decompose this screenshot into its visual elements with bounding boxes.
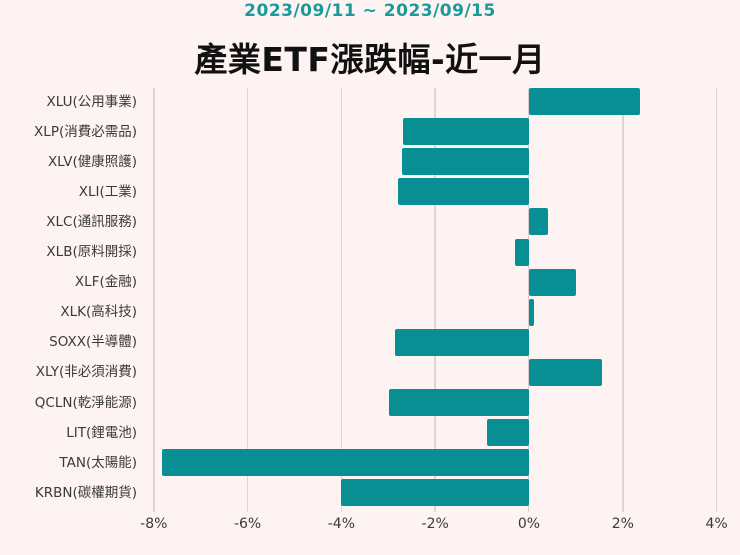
x-tick-label: 2% — [611, 516, 634, 532]
category-label: KRBN(碳權期貨) — [34, 484, 137, 501]
gridline — [434, 88, 436, 512]
bar[interactable] — [389, 389, 529, 416]
gridline — [153, 88, 155, 512]
gridline — [340, 88, 343, 512]
chart-title: 產業ETF漲跌幅-近一月 — [194, 40, 546, 79]
bar[interactable] — [401, 148, 529, 176]
gridline — [528, 88, 530, 512]
bar[interactable] — [486, 419, 529, 447]
x-tick-label: -6% — [233, 516, 262, 532]
category-label: XLC(通訊服務) — [46, 213, 137, 230]
category-label: TAN(太陽能) — [59, 454, 137, 471]
bar[interactable] — [529, 358, 603, 386]
category-label: XLK(高科技) — [60, 304, 137, 321]
x-tick-label: -4% — [327, 516, 356, 532]
category-label: XLF(金融) — [74, 274, 137, 291]
category-label: XLV(健康照護) — [47, 153, 137, 170]
gridline — [246, 88, 249, 512]
x-tick-label: -2% — [421, 516, 449, 532]
bar[interactable] — [162, 449, 529, 477]
bar[interactable] — [529, 298, 535, 326]
bar[interactable] — [397, 178, 529, 206]
bar[interactable] — [341, 479, 529, 507]
bar[interactable] — [395, 328, 529, 356]
category-label: LIT(鋰電池) — [66, 424, 137, 441]
category-label: XLP(消費必需品) — [34, 123, 137, 140]
category-label: XLY(非必須消費) — [35, 364, 137, 381]
category-label: XLI(工業) — [78, 183, 137, 200]
bar[interactable] — [402, 118, 529, 146]
bar[interactable] — [529, 268, 576, 296]
chart-subtitle: 2023/09/11 ~ 2023/09/15 — [244, 1, 496, 21]
x-tick-label: -8% — [140, 516, 168, 532]
x-tick-label: 0% — [517, 516, 541, 532]
x-tick-label: 4% — [705, 516, 728, 532]
category-label: XLB(原料開採) — [46, 244, 137, 260]
category-label: SOXX(半導體) — [49, 334, 137, 351]
gridline — [715, 88, 718, 512]
category-label: XLU(公用事業) — [46, 93, 137, 110]
category-label: QCLN(乾淨能源) — [34, 394, 137, 411]
bar[interactable] — [529, 208, 548, 236]
bar[interactable] — [514, 238, 529, 266]
bar[interactable] — [529, 88, 641, 115]
gridline — [622, 88, 624, 512]
